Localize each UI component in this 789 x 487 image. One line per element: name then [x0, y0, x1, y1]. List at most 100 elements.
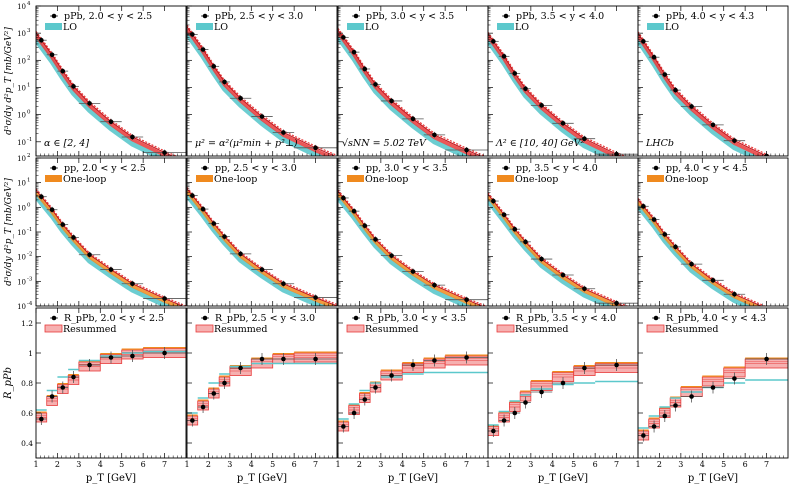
data-point	[211, 221, 217, 226]
x-tick-label: 3	[76, 460, 81, 469]
data-point	[432, 282, 437, 288]
data-point	[732, 138, 737, 143]
band-main	[187, 28, 333, 156]
band-line	[36, 32, 174, 156]
data-point	[39, 416, 44, 422]
legend-swatch	[196, 175, 213, 182]
y-tick-exponent: 4	[27, 1, 31, 7]
y-tick-base: 10	[17, 180, 26, 188]
x-tick-label: 4	[400, 460, 405, 469]
legend-entry-data: R_pPb, 2.5 < y < 3.0	[215, 313, 315, 324]
data-point	[582, 286, 587, 292]
data-point	[162, 350, 167, 356]
band-main	[638, 35, 766, 156]
data-point	[641, 204, 646, 209]
data-point	[373, 237, 378, 242]
x-axis-label: p_T [GeV]	[538, 473, 588, 484]
data-point	[539, 256, 544, 262]
data-point	[764, 356, 769, 362]
y-axis-label: d³σ/dy d²p_T [mb/GeV²]	[4, 178, 14, 286]
lo-band	[638, 39, 758, 156]
data-point	[662, 232, 668, 237]
legend-entry-theory: LO	[63, 22, 77, 33]
band-upper	[488, 192, 629, 306]
data-point	[190, 32, 195, 37]
legend-swatch	[497, 23, 514, 30]
data-point	[71, 374, 76, 380]
data-point	[464, 297, 469, 303]
x-tick-label: 6	[292, 460, 297, 469]
legend-entry-theory: LO	[515, 22, 529, 33]
legend-entry-theory: One-loop	[515, 174, 558, 185]
data-point	[351, 410, 357, 416]
panel-annotation: √sNN = 5.02 TeV	[342, 138, 427, 149]
data-point	[560, 272, 566, 278]
data-point	[710, 278, 716, 283]
data-point	[259, 114, 265, 119]
data-point	[689, 261, 694, 267]
x-tick-label: 1	[33, 460, 38, 469]
x-tick-label: 2	[357, 460, 362, 469]
legend-swatch	[45, 23, 62, 30]
legend-entry-theory: One-loop	[214, 174, 257, 185]
plot-area	[638, 353, 788, 442]
legend-entry-theory: One-loop	[665, 174, 708, 185]
data-point	[222, 234, 227, 239]
legend-swatch	[647, 23, 664, 30]
y-tick-exponent: 3	[27, 28, 31, 34]
legend-entry-theory: One-loop	[63, 174, 106, 185]
y-tick-base: 10	[17, 84, 26, 92]
data-point	[313, 145, 318, 151]
data-point	[689, 104, 694, 109]
data-point	[238, 95, 243, 101]
data-point	[71, 235, 76, 240]
data-point	[501, 54, 507, 59]
data-point	[410, 362, 416, 368]
y-tick-exponent: -3	[27, 276, 33, 282]
x-tick-label: 2	[507, 460, 512, 469]
legend-entry-data: pPb, 3.5 < y < 4.0	[516, 11, 604, 22]
x-tick-label: 7	[313, 460, 318, 469]
legend-entry-data: pPb, 3.0 < y < 3.5	[366, 11, 454, 22]
legend-swatch	[646, 324, 665, 333]
band-main	[638, 200, 761, 306]
data-point	[464, 355, 469, 360]
data-point	[108, 355, 114, 360]
band-main	[338, 192, 481, 306]
legend-swatch	[196, 23, 213, 30]
x-tick-label: 1	[485, 460, 490, 469]
data-point	[389, 253, 394, 258]
x-tick-label: 3	[678, 460, 683, 469]
legend-entry-data: R_pPb, 4.0 < y < 4.3	[666, 313, 766, 324]
data-point	[582, 136, 587, 142]
legend-entry-theory: One-loop	[365, 174, 408, 185]
data-point	[523, 400, 528, 405]
data-point	[662, 72, 668, 77]
y-tick-exponent: -1	[27, 137, 32, 143]
lo-band	[488, 199, 615, 306]
data-point	[732, 376, 737, 381]
legend-swatch	[347, 175, 364, 182]
x-tick-label: 2	[657, 460, 662, 469]
legend-entry-theory: LO	[665, 22, 679, 33]
data-point	[560, 120, 566, 126]
legend-entry-data: pPb, 2.0 < y < 2.5	[64, 11, 152, 22]
band-main	[488, 35, 620, 156]
x-tick-label: 3	[528, 460, 533, 469]
y-tick-label: 0.4	[21, 439, 33, 448]
x-tick-label: 7	[162, 460, 167, 469]
data-point	[200, 404, 206, 410]
band-upper	[36, 188, 186, 306]
plot-area	[36, 188, 186, 306]
data-point	[238, 251, 243, 257]
data-point	[362, 66, 368, 72]
data-point	[71, 84, 76, 89]
data-point	[539, 389, 544, 395]
x-tick-label: 6	[141, 460, 146, 469]
x-tick-label: 6	[443, 460, 448, 469]
data-point	[464, 147, 469, 153]
legend-entry-data: pp, 3.5 < y < 4.0	[516, 163, 598, 174]
